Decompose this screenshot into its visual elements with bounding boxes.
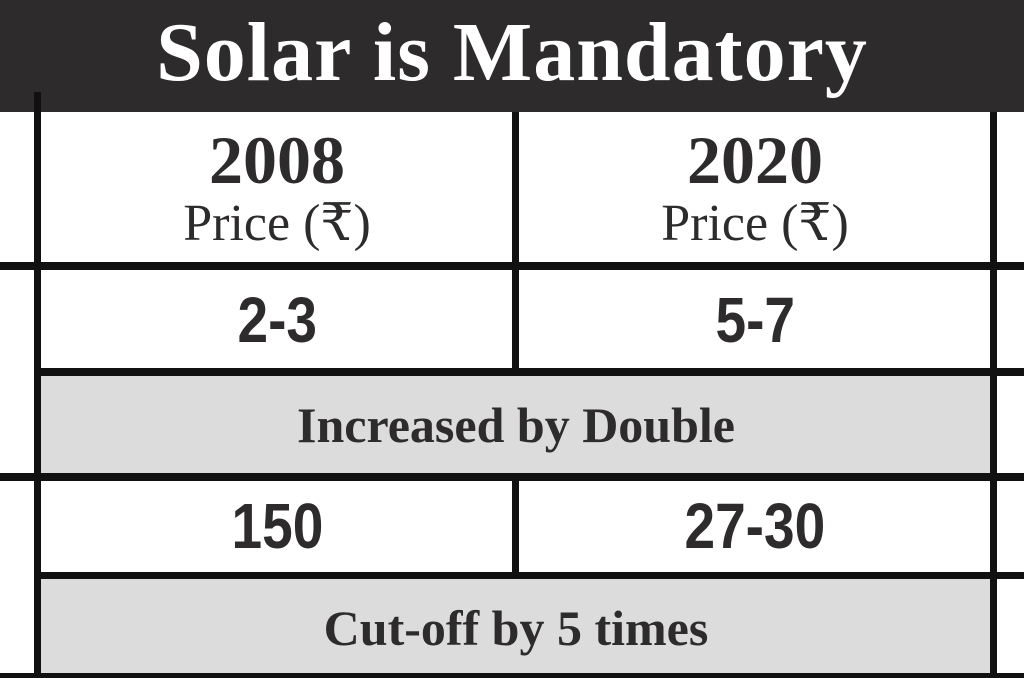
grid-line <box>34 92 41 678</box>
table-cell: 27-30 <box>518 480 992 572</box>
grid-line <box>512 112 519 376</box>
cell-value: 27-30 <box>684 490 826 562</box>
cell-value: 150 <box>231 490 323 562</box>
grid-line <box>990 112 997 678</box>
grid-line <box>40 572 1024 579</box>
column-price-label: Price (₹) <box>183 195 371 252</box>
column-year: 2008 <box>209 122 345 198</box>
column-header-2008: 2008 Price (₹) <box>40 112 514 264</box>
note-text: Increased by Double <box>296 397 735 453</box>
table-cell: 5-7 <box>518 270 992 370</box>
grid-line <box>512 474 519 578</box>
table-cell: 2-3 <box>40 270 514 370</box>
page-title: Solar is Mandatory <box>156 6 868 99</box>
grid-line <box>0 473 1024 481</box>
cell-value: 5-7 <box>715 284 795 356</box>
grid-line <box>40 368 1024 376</box>
column-price-label: Price (₹) <box>661 195 849 252</box>
note-row: Cut-off by 5 times <box>40 578 992 678</box>
column-header-2020: 2020 Price (₹) <box>518 112 992 264</box>
cell-value: 2-3 <box>237 284 317 356</box>
note-text: Cut-off by 5 times <box>323 600 709 656</box>
grid-line <box>0 673 1024 678</box>
grid-line <box>0 262 1024 270</box>
title-banner: Solar is Mandatory <box>0 0 1024 112</box>
note-row: Increased by Double <box>40 376 992 474</box>
table-cell: 150 <box>40 480 514 572</box>
column-year: 2020 <box>687 122 823 198</box>
